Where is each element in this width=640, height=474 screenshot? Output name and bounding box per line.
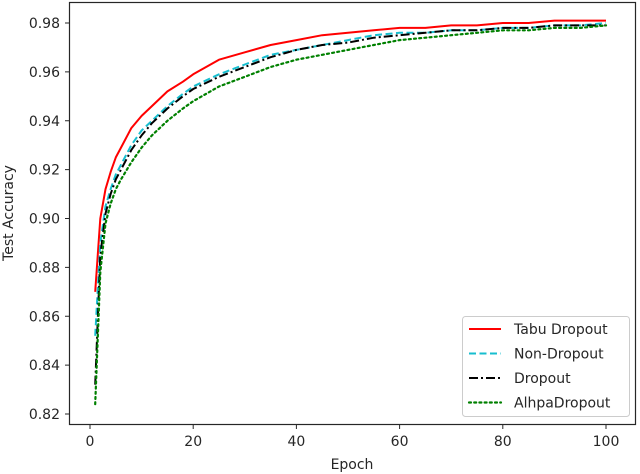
y-tick-label: 0.96: [29, 65, 60, 81]
x-axis-label: Epoch: [331, 457, 374, 473]
series-line-alhpadropout: [94, 24, 608, 406]
x-tick-label: 20: [184, 434, 202, 450]
y-tick-label: 0.92: [29, 163, 60, 179]
series-line-dropout: [94, 24, 606, 385]
legend: Tabu Dropout Non-Dropout Dropout AlhpaDropo…: [462, 316, 630, 417]
legend-label: AlhpaDropout: [514, 396, 611, 412]
series-line-tabu-dropout: [94, 19, 606, 292]
legend-label: Tabu Dropout: [513, 322, 608, 338]
y-tick-label: 0.82: [29, 407, 60, 423]
legend-box: [462, 316, 630, 417]
y-axis-label: Test Accuracy: [1, 165, 17, 262]
y-tick-label: 0.98: [29, 16, 60, 32]
legend-label: Dropout: [514, 371, 571, 387]
plot-area: [94, 19, 608, 406]
x-tick-label: 80: [494, 434, 512, 450]
y-tick-label: 0.88: [29, 260, 60, 276]
y-axis: 0.82 0.84 0.86 0.88 0.90 0.92 0.94 0.96 0.98: [29, 16, 70, 423]
x-tick-label: 40: [287, 434, 305, 450]
y-tick-label: 0.94: [29, 114, 60, 130]
x-tick-label: 0: [86, 434, 95, 450]
y-tick-label: 0.90: [29, 212, 60, 228]
axes-frame: [68, 1, 637, 426]
series-line-non-dropout: [94, 22, 607, 336]
y-tick-label: 0.86: [29, 309, 60, 325]
x-tick-label: 60: [391, 434, 409, 450]
x-tick-label: 100: [593, 434, 620, 450]
legend-label: Non-Dropout: [514, 347, 604, 363]
x-axis: 0 20 40 60 80 100: [86, 424, 620, 450]
y-tick-label: 0.84: [29, 358, 60, 374]
